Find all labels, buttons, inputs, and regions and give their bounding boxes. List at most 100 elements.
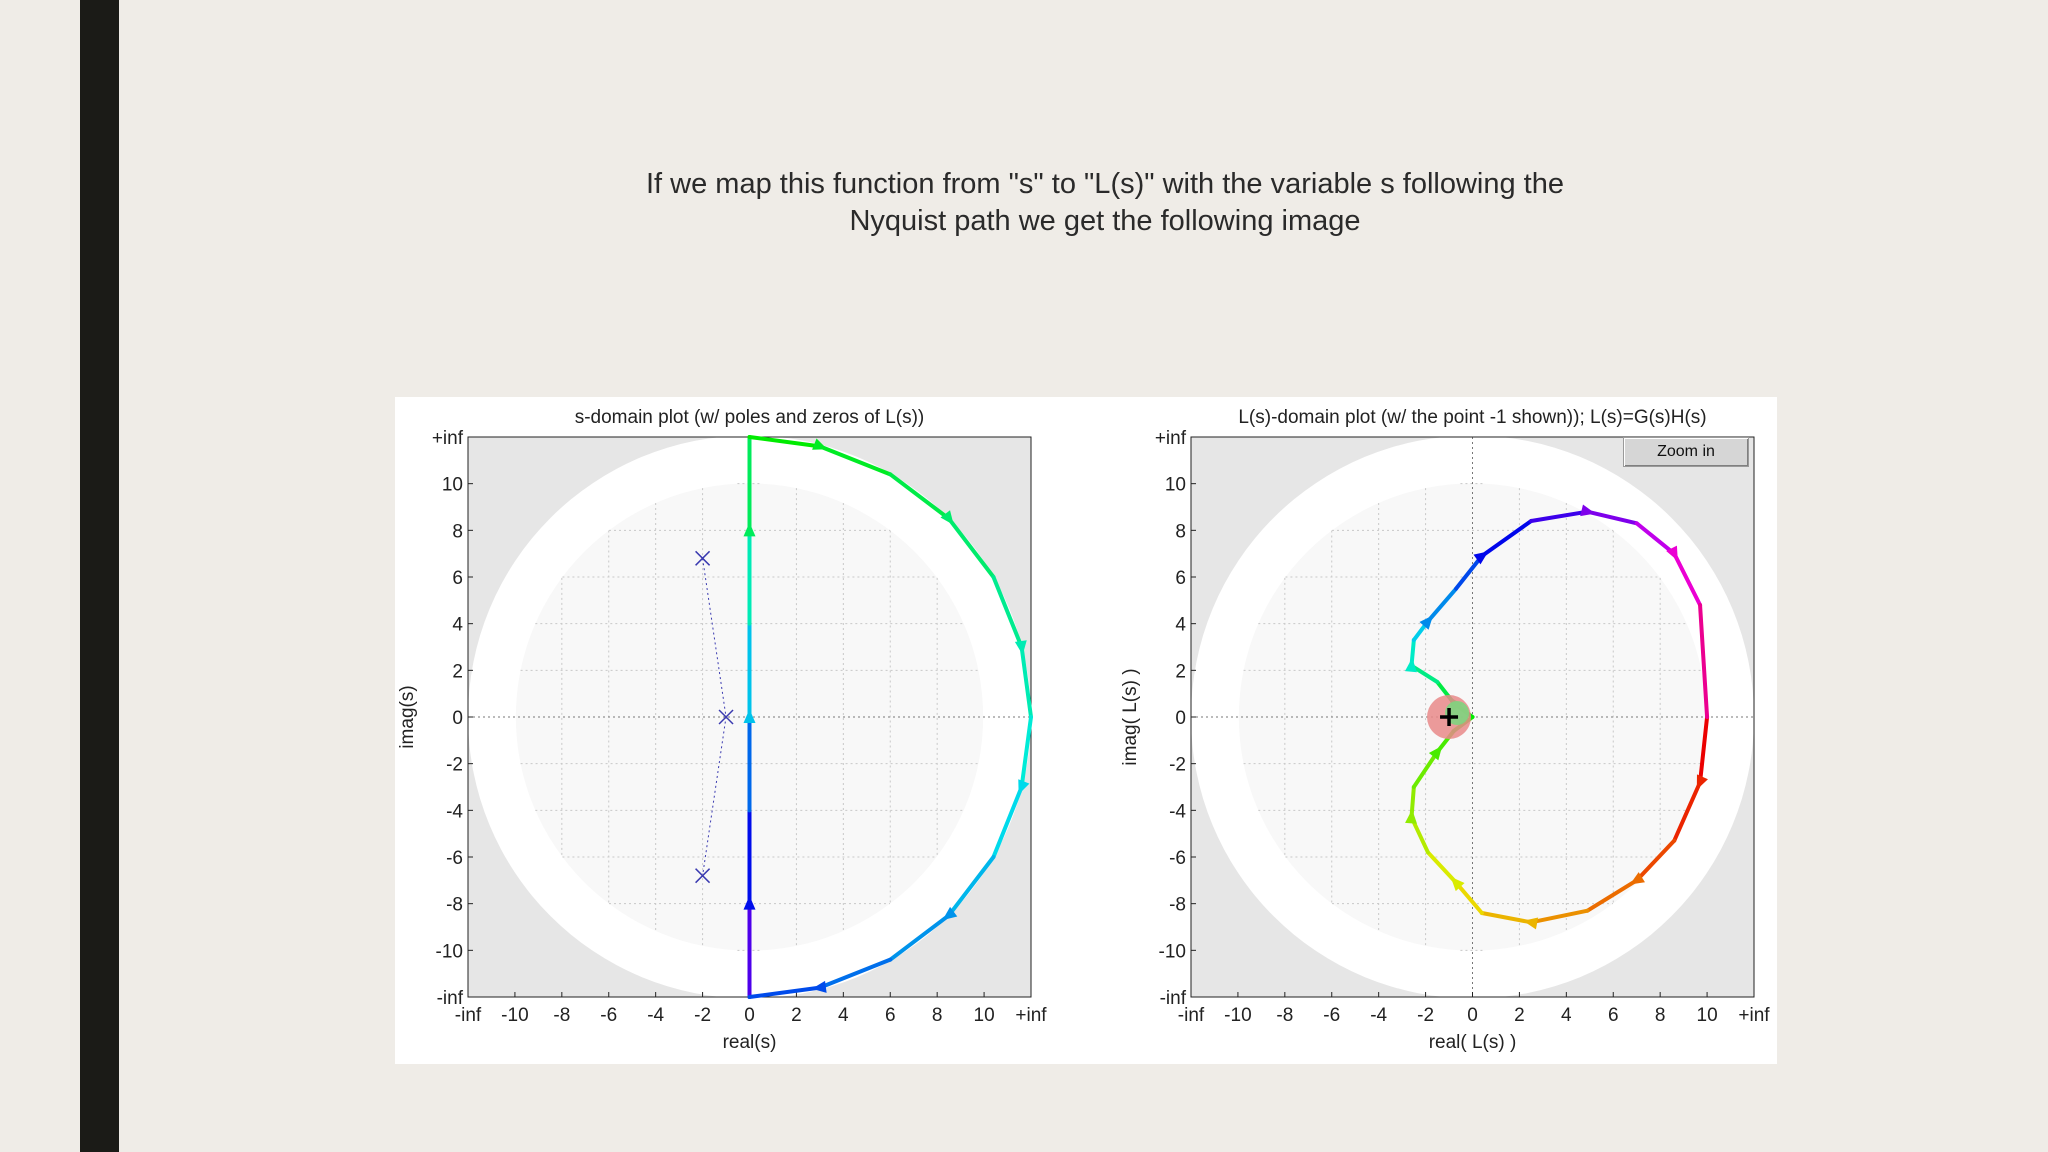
series-segment [1672, 551, 1703, 607]
direction-arrow [1404, 657, 1417, 673]
critical-point-marker [1440, 708, 1459, 726]
y-tick-label: -inf [1160, 988, 1187, 1009]
y-tick-label: -4 [1169, 801, 1186, 822]
series-segment [1019, 645, 1033, 719]
direction-arrow [1405, 809, 1418, 824]
x-tick-label: 6 [1608, 1005, 1619, 1026]
series-segment [1409, 663, 1440, 684]
y-axis-label: imag( L(s) ) [1120, 668, 1141, 765]
direction-arrow [743, 522, 756, 537]
series-line [747, 435, 1033, 999]
series-line [743, 435, 756, 999]
x-tick-label: -inf [455, 1005, 482, 1026]
direction-arrow [812, 438, 828, 450]
y-tick-label: 4 [1175, 615, 1186, 636]
y-tick-label: 6 [452, 568, 463, 589]
series-segment [817, 444, 893, 477]
x-tick-label: -10 [1224, 1005, 1251, 1026]
direction-arrow [1580, 504, 1596, 517]
y-tick-label: -8 [446, 895, 463, 916]
zoom-in-button[interactable]: Zoom in [1623, 437, 1749, 467]
x-tick-label: -8 [1276, 1005, 1293, 1026]
direction-arrow [1018, 779, 1030, 795]
x-tick-label: -4 [647, 1005, 664, 1026]
direction-arrow [1014, 640, 1027, 655]
y-tick-label: 6 [1175, 568, 1186, 589]
x-tick-label: -inf [1178, 1005, 1205, 1026]
direction-arrow [1428, 745, 1443, 761]
y-tick-label: 10 [1165, 475, 1186, 496]
series-segment [1454, 554, 1484, 591]
x-tick-label: -2 [1417, 1005, 1434, 1026]
x-tick-label: 2 [1514, 1005, 1525, 1026]
series-segment [991, 785, 1024, 859]
series-segment [888, 472, 951, 521]
series-segment [1585, 878, 1639, 913]
pole-marker [695, 868, 711, 884]
y-tick-label: 10 [442, 475, 463, 496]
y-tick-label: 2 [1175, 661, 1186, 682]
slide-caption: If we map this function from "s" to "L(s… [600, 166, 1610, 240]
x-tick-label: -6 [1323, 1005, 1340, 1026]
series-segment [747, 435, 822, 449]
x-tick-label: -6 [600, 1005, 617, 1026]
x-tick-label: 2 [791, 1005, 802, 1026]
series-segment [946, 516, 996, 579]
direction-arrow [942, 906, 958, 921]
series-segment [1479, 519, 1534, 558]
pole-marker [695, 550, 711, 566]
series-segment [1698, 603, 1710, 719]
pole-marker [718, 709, 734, 725]
x-tick-label: -2 [694, 1005, 711, 1026]
caption-line-1: If we map this function from "s" to "L(s… [645, 168, 1564, 200]
x-tick-label: +inf [1015, 1005, 1047, 1026]
x-tick-label: 4 [1561, 1005, 1572, 1026]
critical-point-overlay [1445, 701, 1470, 725]
direction-arrow [1696, 774, 1708, 790]
chart-title: L(s)-domain plot (w/ the point -1 shown)… [1238, 407, 1706, 428]
series-segment [1529, 509, 1590, 523]
x-tick-label: 0 [744, 1005, 755, 1026]
series-segment [1634, 521, 1677, 556]
series-segment [1479, 911, 1534, 925]
direction-arrow [1629, 872, 1645, 885]
series-segment [747, 985, 822, 999]
direction-arrow [940, 510, 954, 526]
direction-arrow [811, 980, 827, 993]
nyquist-figure: -inf -10 -8 -6 -4 -2 0 2 4 6 8 10 +inf +inf 10 8 6 4 2 0 -2 -… [395, 397, 1777, 1064]
series-segment [1454, 880, 1484, 915]
y-tick-label: +inf [1155, 428, 1187, 449]
series-segment [1019, 715, 1033, 789]
y-tick-label: 8 [452, 521, 463, 542]
slide-accent-bar [80, 0, 119, 1152]
direction-arrow [1523, 917, 1539, 930]
s-domain-plot: -inf -10 -8 -6 -4 -2 0 2 4 6 8 10 +inf +inf 10 8 6 4 2 0 -2 -… [397, 407, 1047, 1053]
y-tick-label: -10 [1159, 941, 1186, 962]
series-segment [1585, 509, 1639, 526]
x-tick-label: 10 [1697, 1005, 1718, 1026]
series-segment [1698, 715, 1710, 785]
y-tick-label: -2 [1169, 755, 1186, 776]
y-tick-label: 0 [452, 708, 463, 729]
y-tick-label: -2 [446, 755, 463, 776]
series-segment [888, 913, 951, 962]
series-segment [1634, 838, 1677, 883]
direction-arrow [1666, 545, 1678, 561]
series-segment [991, 575, 1024, 649]
x-tick-label: 8 [932, 1005, 943, 1026]
y-tick-label: 2 [452, 661, 463, 682]
chart-title: s-domain plot (w/ poles and zeros of L(s… [575, 407, 925, 428]
x-axis-label: real(s) [723, 1032, 777, 1053]
x-tick-label: -10 [501, 1005, 528, 1026]
direction-arrow [743, 895, 756, 910]
series-segment [1411, 750, 1440, 789]
y-tick-label: -10 [436, 941, 463, 962]
x-tick-label: -4 [1370, 1005, 1387, 1026]
y-tick-label: -4 [446, 801, 463, 822]
l-domain-plot: -inf -10 -8 -6 -4 -2 0 2 4 6 8 10 +inf +inf 10 8 6 4 2 0 -2 -… [1120, 407, 1770, 1053]
direction-arrow [1473, 551, 1489, 565]
y-tick-label: 4 [452, 615, 463, 636]
y-tick-label: +inf [432, 428, 464, 449]
x-tick-label: 10 [974, 1005, 995, 1026]
direction-arrow [743, 709, 756, 723]
